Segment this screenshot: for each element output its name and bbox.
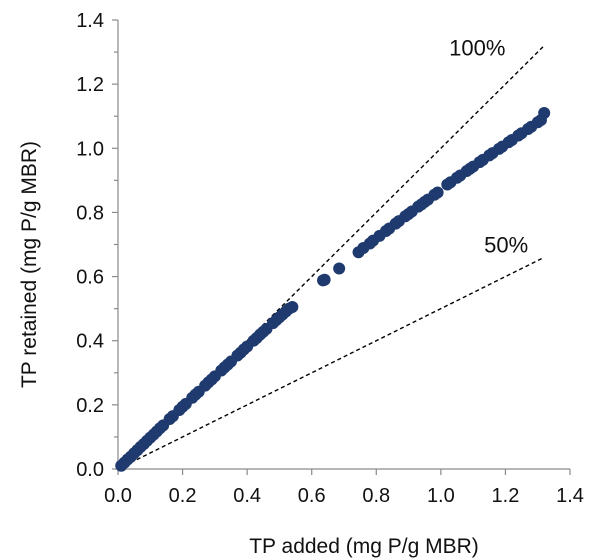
- data-point: [333, 262, 346, 275]
- data-points: [115, 107, 551, 472]
- data-point: [286, 301, 299, 314]
- x-tick-label: 0.4: [233, 485, 261, 507]
- y-axis-title: TP retained (mg P/g MBR): [18, 141, 41, 388]
- x-tick-label: 1.0: [427, 485, 455, 507]
- x-tick-label: 0.2: [169, 485, 197, 507]
- y-tick-label: 1.4: [76, 10, 104, 32]
- y-tick-label: 1.0: [76, 138, 104, 160]
- data-point: [538, 107, 551, 120]
- reference-line-50pct: [117, 256, 545, 470]
- y-tick-label: 0.2: [76, 395, 104, 417]
- x-tick-label: 1.2: [492, 485, 520, 507]
- reference-line-label: 100%: [449, 36, 505, 61]
- x-tick-label: 0.0: [104, 485, 132, 507]
- data-point: [431, 186, 444, 199]
- x-tick-label: 0.8: [362, 485, 390, 507]
- labels: TP added (mg P/g MBR) TP retained (mg P/…: [18, 36, 528, 558]
- x-axis-title: TP added (mg P/g MBR): [249, 535, 479, 558]
- ticks: 0.0 0.2 0.4 0.6 0.8 1.0 1.2 1.4 0.0 0.2 0.4 0.6 0.8 1…: [76, 10, 584, 507]
- y-tick-label: 0.8: [76, 202, 104, 224]
- y-tick-label: 0.6: [76, 267, 104, 289]
- reference-line-label: 50%: [484, 232, 528, 257]
- data-point: [318, 273, 331, 286]
- x-tick-label: 0.6: [298, 485, 326, 507]
- y-tick-label: 0.4: [76, 331, 104, 353]
- y-tick-label: 0.0: [76, 459, 104, 481]
- y-tick-label: 1.2: [76, 74, 104, 96]
- x-tick-label: 1.4: [556, 485, 584, 507]
